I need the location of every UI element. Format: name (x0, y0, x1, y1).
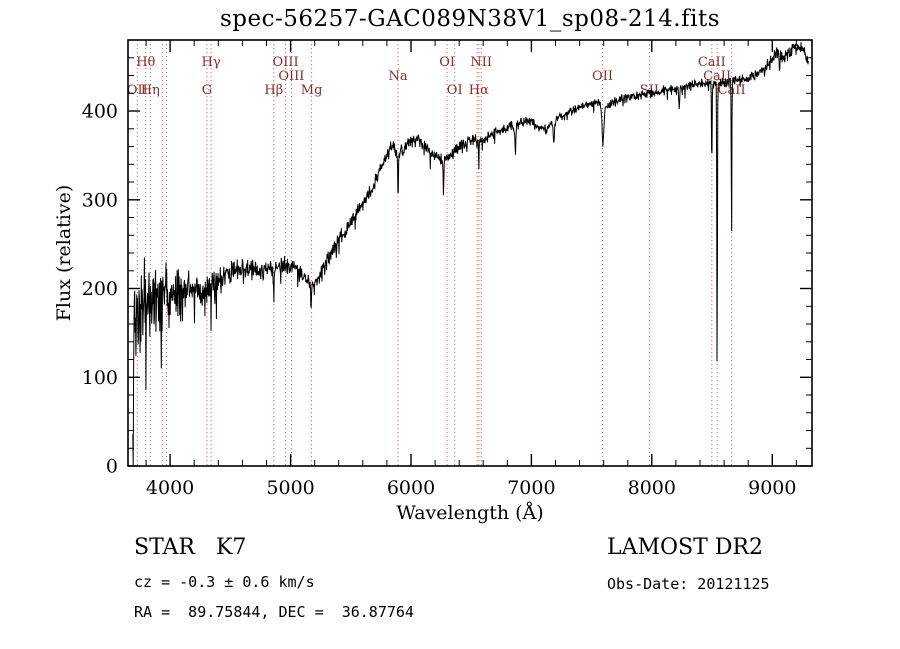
y-tick-label: 100 (82, 367, 118, 389)
spectral-line-label: OIII (278, 69, 304, 84)
x-tick-label: 9000 (748, 477, 796, 499)
spectral-line-label: OIII (273, 55, 299, 70)
spectral-line-label: Hγ (202, 55, 221, 70)
spectral-line-label: Hβ (264, 83, 283, 98)
spectral-line-label: Hθ (136, 55, 155, 70)
y-tick-label: 200 (82, 278, 118, 300)
axes: 4000 5000 6000 7000 8000 9000 0 100 200 300 400 (82, 39, 813, 499)
y-axis-label: Flux (relative) (53, 184, 75, 322)
plot-border (127, 39, 813, 467)
figure-title: spec-56257-GAC089N38V1_sp08-214.fits (219, 6, 721, 32)
spectral-line-label: CaII (718, 83, 746, 98)
spectral-line-label: Na (389, 69, 408, 84)
x-tick-label: 8000 (628, 477, 676, 499)
spectral-line-label: OI (439, 55, 455, 70)
cz-value: cz = -0.3 ± 0.6 km/s (134, 573, 315, 591)
spectrum-trace (132, 42, 809, 466)
spectral-line-label: OII (127, 83, 148, 98)
x-axis-label: Wavelength (Å) (396, 502, 544, 524)
spectral-line-label: Hα (469, 83, 489, 98)
spectral-line-label: G (202, 83, 212, 98)
spectral-line-label: Hη (141, 83, 160, 98)
y-tick-label: 400 (82, 101, 118, 123)
spectral-line-label: OI (447, 83, 463, 98)
x-tick-label: 5000 (266, 477, 314, 499)
ra-dec-value: RA = 89.75844, DEC = 36.87764 (134, 603, 414, 621)
spectral-line-label: CaII (698, 55, 726, 70)
y-tick-label: 300 (82, 189, 118, 211)
x-tick-label: 4000 (146, 477, 194, 499)
spectral-line-label: Mg (301, 83, 323, 98)
survey-label: LAMOST DR2 (607, 535, 763, 560)
spectral-line-label: CaII (703, 69, 731, 84)
x-tick-label: 6000 (387, 477, 435, 499)
star-class-label: STAR K7 (134, 535, 247, 560)
obs-date-value: Obs-Date: 20121125 (607, 575, 770, 593)
x-tick-label: 7000 (507, 477, 555, 499)
spectral-line-label: OII (592, 69, 613, 84)
spectral-line-label: NII (470, 55, 492, 70)
y-tick-label: 0 (106, 456, 118, 478)
